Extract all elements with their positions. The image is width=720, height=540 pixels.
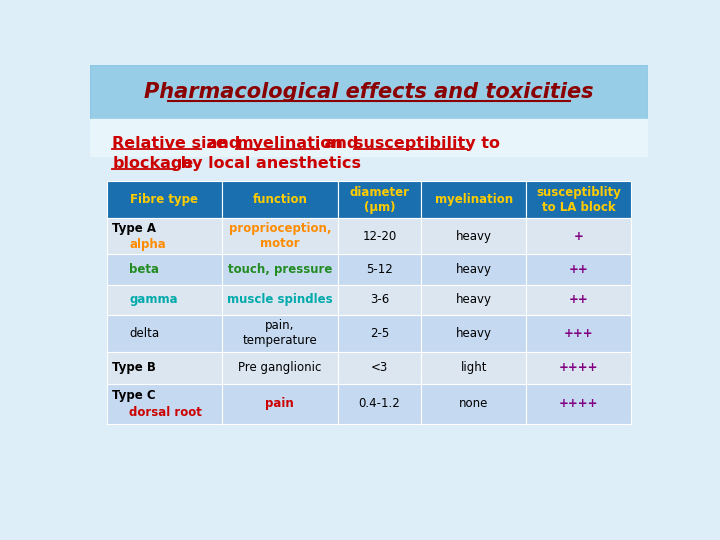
Bar <box>107 218 222 254</box>
Text: heavy: heavy <box>456 230 492 242</box>
Text: ++: ++ <box>569 263 589 276</box>
Bar <box>526 254 631 285</box>
Bar <box>107 254 222 285</box>
Text: and: and <box>202 136 246 151</box>
Bar <box>107 181 222 218</box>
Text: ++: ++ <box>569 293 589 306</box>
Bar <box>222 218 338 254</box>
Text: <3: <3 <box>371 361 388 374</box>
Bar <box>338 181 421 218</box>
Text: function: function <box>253 193 307 206</box>
Bar <box>90 119 648 156</box>
Bar <box>421 315 526 352</box>
Text: Fibre type: Fibre type <box>130 193 199 206</box>
Bar <box>421 254 526 285</box>
Bar <box>526 384 631 424</box>
Bar <box>107 352 222 384</box>
Text: 12-20: 12-20 <box>362 230 397 242</box>
Bar <box>526 285 631 315</box>
Text: delta: delta <box>129 327 159 340</box>
Text: 0.4-1.2: 0.4-1.2 <box>359 397 400 410</box>
Bar <box>421 384 526 424</box>
Text: heavy: heavy <box>456 327 492 340</box>
Text: ++++: ++++ <box>559 361 598 374</box>
Bar <box>526 218 631 254</box>
Text: heavy: heavy <box>456 263 492 276</box>
Text: muscle spindles: muscle spindles <box>227 293 333 306</box>
Text: 5-12: 5-12 <box>366 263 393 276</box>
Text: Type A: Type A <box>112 222 156 235</box>
Bar <box>338 315 421 352</box>
Text: by local anesthetics: by local anesthetics <box>175 156 361 171</box>
Bar <box>222 352 338 384</box>
Text: ++++: ++++ <box>559 397 598 410</box>
Text: and: and <box>319 136 364 151</box>
Bar <box>526 352 631 384</box>
Bar <box>338 254 421 285</box>
Text: light: light <box>461 361 487 374</box>
Bar <box>421 181 526 218</box>
Text: Relative size: Relative size <box>112 136 227 151</box>
Text: myelination: myelination <box>435 193 513 206</box>
Text: diameter
(μm): diameter (μm) <box>349 186 410 213</box>
Text: gamma: gamma <box>129 293 178 306</box>
Text: Pre ganglionic: Pre ganglionic <box>238 361 322 374</box>
Text: dorsal root: dorsal root <box>129 406 202 419</box>
Bar <box>338 384 421 424</box>
Text: 3-6: 3-6 <box>370 293 389 306</box>
Bar <box>222 181 338 218</box>
Text: pain: pain <box>266 397 294 410</box>
Text: myelination: myelination <box>236 136 343 151</box>
Text: Pharmacological effects and toxicities: Pharmacological effects and toxicities <box>144 82 594 102</box>
Bar <box>338 285 421 315</box>
Bar <box>107 384 222 424</box>
Bar <box>526 315 631 352</box>
Text: Type C: Type C <box>112 389 156 402</box>
Bar <box>90 65 648 119</box>
Text: heavy: heavy <box>456 293 492 306</box>
Bar <box>338 352 421 384</box>
Text: Type B: Type B <box>112 361 156 374</box>
Bar <box>338 218 421 254</box>
Bar <box>222 285 338 315</box>
Text: none: none <box>459 397 489 410</box>
Text: 2-5: 2-5 <box>370 327 389 340</box>
Bar <box>107 285 222 315</box>
Text: blockage: blockage <box>112 156 194 171</box>
Bar <box>421 352 526 384</box>
Text: beta: beta <box>129 263 159 276</box>
Text: +: + <box>574 230 584 242</box>
Bar <box>421 285 526 315</box>
Text: +++: +++ <box>564 327 593 340</box>
Text: susceptibility to: susceptibility to <box>354 136 500 151</box>
Bar <box>222 315 338 352</box>
Text: susceptiblity
to LA block: susceptiblity to LA block <box>536 186 621 213</box>
Bar <box>222 254 338 285</box>
Text: alpha: alpha <box>129 238 166 251</box>
Bar <box>107 315 222 352</box>
Text: pain,
temperature: pain, temperature <box>243 319 318 347</box>
Bar <box>526 181 631 218</box>
Bar <box>222 384 338 424</box>
Bar <box>421 218 526 254</box>
Text: touch, pressure: touch, pressure <box>228 263 332 276</box>
Text: proprioception,
motor: proprioception, motor <box>228 222 331 250</box>
